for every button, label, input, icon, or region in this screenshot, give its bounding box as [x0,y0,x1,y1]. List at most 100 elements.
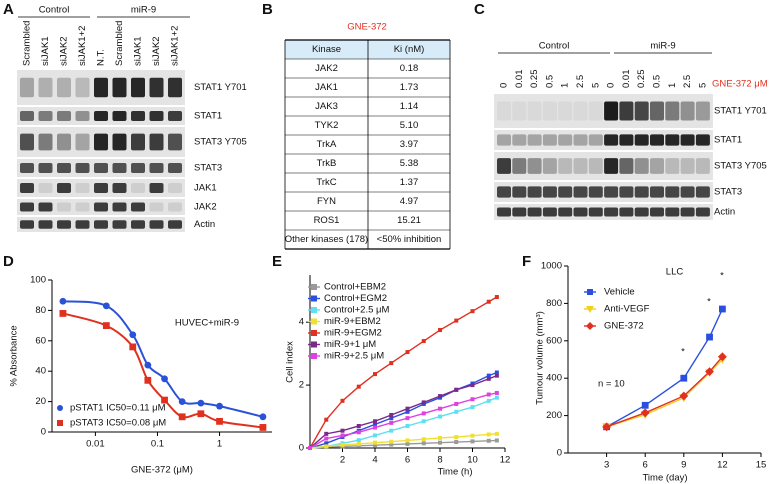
point [454,401,459,406]
point [356,384,361,389]
legend-label: miR-9+1 μM [324,339,376,350]
point [311,284,317,290]
point [494,438,499,443]
blot-band [542,101,557,121]
x-tick-label: 8 [437,455,442,466]
legend-label: Control+EBM2 [324,282,386,293]
point [373,443,377,448]
point [719,305,726,313]
point [311,318,317,325]
annotation: * [681,347,685,358]
blot-band [542,134,557,146]
blot-band [680,158,695,174]
point [470,439,475,444]
blot-band [94,77,108,98]
blot-band [542,207,557,217]
lane-label: 0.5 [544,75,555,88]
point [389,412,394,417]
row-label: STAT3 [194,163,222,174]
blot-band [542,186,557,198]
point [486,398,491,403]
x-tick-label: 1 [217,439,222,450]
blot-band [57,202,71,212]
point [705,367,714,377]
blot-band [149,182,164,194]
lane-label: siJAK1 [40,36,51,66]
blot-band [650,186,664,198]
panel-label: B [262,1,273,18]
annotation: * [720,271,724,282]
annotation: * [707,297,711,308]
point [59,297,67,305]
blot-band [650,134,664,146]
row-label: STAT1 Y701 [194,82,247,93]
point [373,372,377,377]
lane-label: 0 [499,83,510,88]
table-cell: FYN [317,196,336,207]
point [486,373,491,378]
blot-band [57,220,71,229]
point [161,396,168,404]
table-cell: JAK1 [315,82,338,93]
row-label: STAT1 [714,135,742,146]
point [311,330,317,336]
blot-band [94,110,108,122]
blot-band [527,101,542,121]
point [373,425,377,430]
blot-band [573,207,588,217]
table-cell: <50% inhibition [377,234,442,245]
point [438,394,442,399]
row-label: STAT3 Y705 [194,137,247,148]
legend-label: Control+2.5 μM [324,305,389,316]
blot-band [680,134,695,146]
lane-label: 5 [697,83,708,88]
blot-band [38,220,53,229]
blot-band [38,162,53,174]
blot-band [542,158,557,174]
y-tick-label: 0 [41,427,46,438]
x-axis-label: Time (day) [642,473,687,484]
legend-label: Anti-VEGF [604,304,650,315]
table-cell: 5.38 [400,158,419,169]
y-axis-label: Tumour volume (mm³) [535,311,546,405]
x-tick-label: 2 [340,455,345,466]
blot-band [527,158,542,174]
blot-band [634,207,649,217]
point [405,409,410,414]
x-tick-label: 6 [643,460,648,471]
point [389,416,394,421]
blot-band [650,158,664,174]
point [587,289,593,295]
y-axis-label: % Absorbance [9,325,20,386]
point [602,422,611,432]
point [405,416,410,421]
blot-band [131,220,145,229]
blot-band [695,186,710,198]
blot-band [131,162,145,174]
blot-band [112,77,127,98]
blot-band [665,207,680,217]
point [356,423,361,428]
point [486,299,491,304]
y-tick-label: 40 [35,366,46,377]
blot-band [604,186,619,198]
blot-band [75,162,90,174]
group-label: miR-9 [131,5,156,16]
blot-band [75,220,90,229]
point [494,373,499,378]
lane-label: 2.5 [682,75,693,88]
point [640,408,650,418]
lane-label: Scrambled [114,21,125,66]
blot-band [75,133,90,151]
table-cell: 3.97 [400,139,419,150]
blot-band [604,158,619,174]
point [324,417,329,422]
point [438,414,442,419]
unit-label: GNE-372 μM [712,79,768,90]
point [389,361,394,366]
blot-band [512,101,527,121]
group-label: Control [39,5,70,16]
point [454,409,459,414]
blot-band [38,110,53,122]
point [641,401,649,409]
